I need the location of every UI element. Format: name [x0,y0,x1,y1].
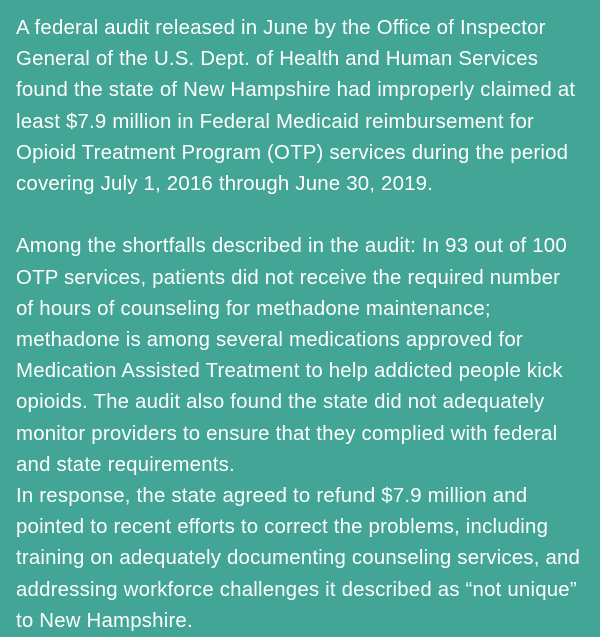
paragraph-state-response: In response, the state agreed to refund … [16,485,581,632]
paragraph-audit-findings: A federal audit released in June by the … [16,17,576,196]
text-card: A federal audit released in June by the … [16,17,580,632]
paragraph-shortfalls-described: Among the shortfalls described in the au… [16,235,567,476]
